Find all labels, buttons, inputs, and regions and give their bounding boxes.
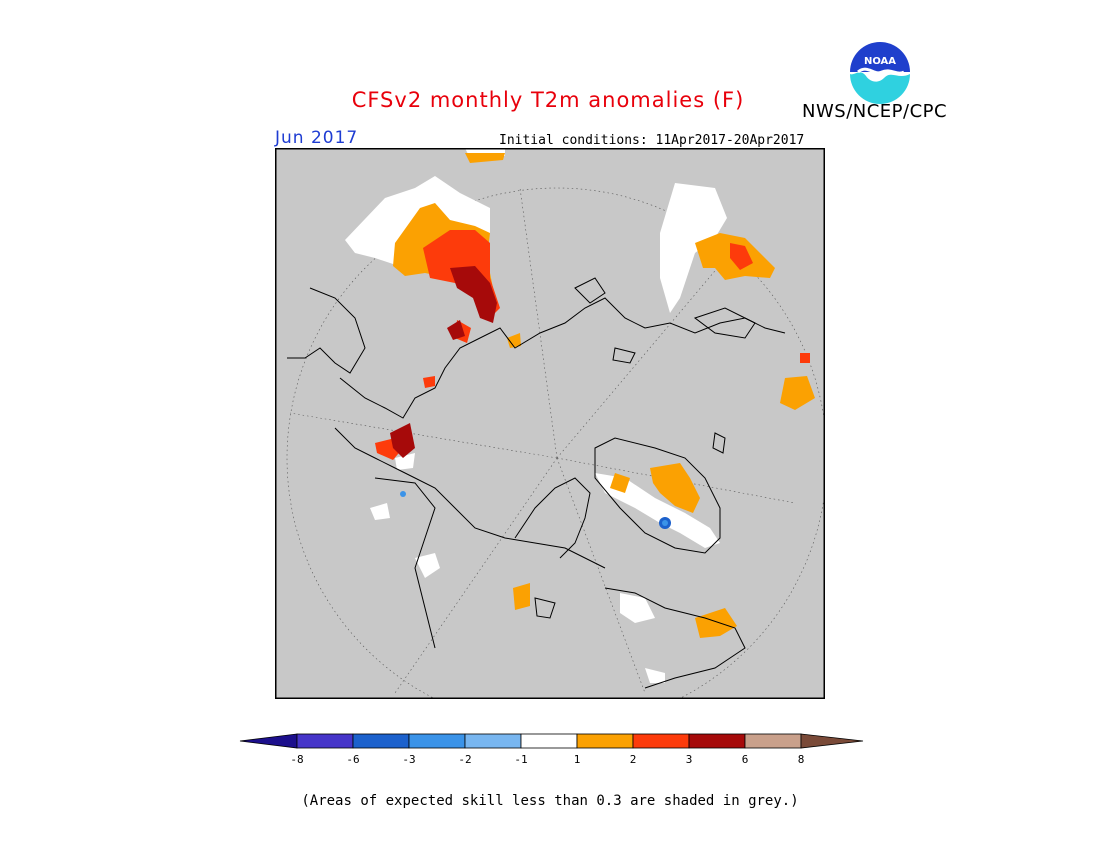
colorbar-box bbox=[464, 733, 522, 749]
colorbar-box bbox=[688, 733, 746, 749]
noaa-logo-text: NOAA bbox=[864, 56, 896, 67]
colorbar-tick-label: 6 bbox=[742, 753, 749, 766]
colorbar-tick-label: 8 bbox=[798, 753, 805, 766]
map-frame bbox=[275, 148, 825, 699]
colorbar-arrow-low bbox=[239, 733, 298, 749]
colorbar-tick-label: 3 bbox=[686, 753, 693, 766]
chart-title: CFSv2 monthly T2m anomalies (F) bbox=[0, 88, 1100, 112]
colorbar-tick-label: -1 bbox=[514, 753, 527, 766]
initial-conditions: Initial conditions: 11Apr2017-20Apr2017 bbox=[499, 133, 805, 148]
colorbar-box bbox=[632, 733, 690, 749]
forecast-month: Jun 2017 bbox=[275, 128, 359, 148]
colorbar-tick-label: 2 bbox=[630, 753, 637, 766]
anomaly-negative bbox=[400, 491, 671, 529]
colorbar-tick-label: -2 bbox=[458, 753, 471, 766]
colorbar-box bbox=[744, 733, 802, 749]
colorbar-box bbox=[352, 733, 410, 749]
anomaly-plus3-6 bbox=[390, 266, 497, 458]
coastlines bbox=[287, 277, 786, 689]
chart-title-text: CFSv2 monthly T2m anomalies (F) bbox=[351, 88, 745, 112]
agency-label: NWS/NCEP/CPC bbox=[802, 101, 948, 122]
skill-footnote: (Areas of expected skill less than 0.3 a… bbox=[301, 793, 799, 809]
colorbar-tick-label: -6 bbox=[346, 753, 359, 766]
noaa-logo-icon: NOAA bbox=[849, 42, 911, 105]
colorbar-arrow-high bbox=[800, 733, 864, 749]
colorbar-box bbox=[296, 733, 354, 749]
graticule bbox=[286, 187, 825, 699]
colorbar-legend: -8 -6 -3 -2 -1 1 2 3 6 8 bbox=[239, 733, 864, 766]
colorbar-tick-label: -8 bbox=[290, 753, 303, 766]
colorbar-tick-label: 1 bbox=[574, 753, 581, 766]
colorbar-tick-label: -3 bbox=[402, 753, 415, 766]
colorbar-box bbox=[408, 733, 466, 749]
colorbar-box bbox=[576, 733, 634, 749]
colorbar-box bbox=[520, 733, 578, 749]
polar-map bbox=[275, 148, 825, 699]
